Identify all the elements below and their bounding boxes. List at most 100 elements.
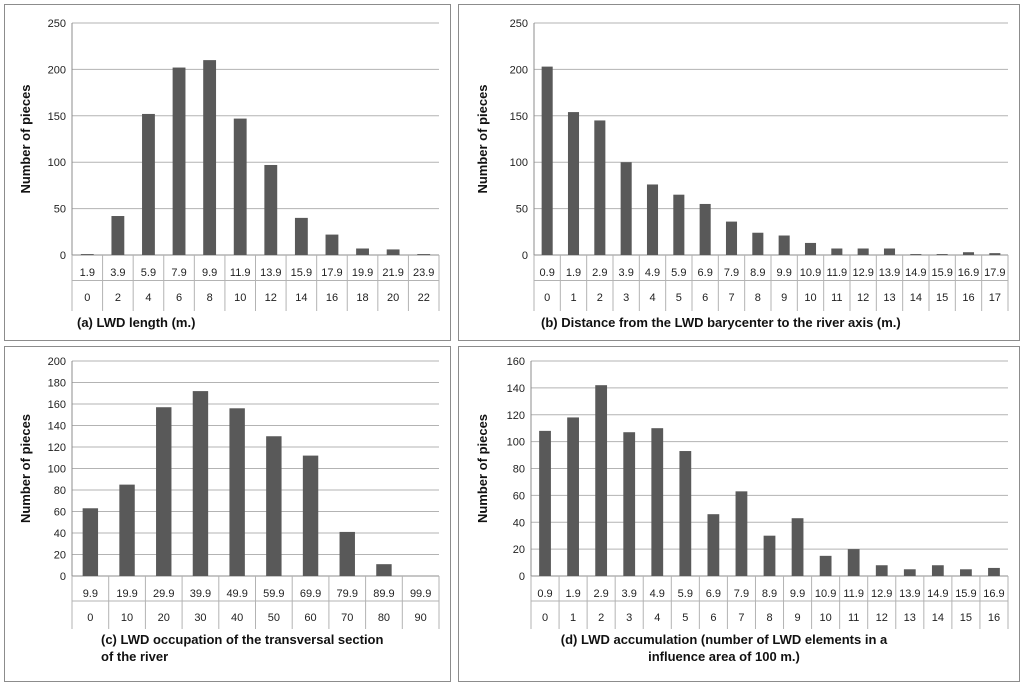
x-tick-label: 1.9 [80,267,95,279]
bar [567,417,579,576]
bar [233,118,247,255]
panel-c: 0 20 40 60 80 100 120 140 160 180 200 9.9 19.9 29.9 39… [4,346,451,682]
x-tick-label: 10 [819,612,831,624]
x-tick-label: 50 [268,612,280,624]
x-tick-label: 79.9 [337,588,358,600]
panel-d: 0 20 40 60 80 100 120 140 160 0.9 1.9 2.9 3.9 4.9 5.9 6… [458,346,1020,682]
x-tick-label: 17.9 [321,267,342,279]
x-tick-label: 12 [265,292,277,304]
x-tick-label: 1.9 [565,588,580,600]
x-tick-label: 17 [989,292,1001,304]
bar [417,254,431,255]
bar [119,484,135,576]
bar [339,531,355,576]
bar [302,455,319,576]
x-tick-label: 5.9 [141,267,156,279]
x-tick-label: 0 [84,292,90,304]
x-tick-label: 15 [960,612,972,624]
bar [203,60,217,256]
bar [156,407,172,576]
y-tick-label: 20 [54,550,66,562]
y-tick-label: 140 [48,421,66,433]
x-tick-label: 9.9 [202,267,217,279]
bar [988,567,1000,576]
bar [651,428,664,576]
x-tick-label: 2 [597,292,603,304]
x-tick-label: 8 [207,292,213,304]
bar [910,254,922,255]
x-tick-label: 16.9 [983,588,1004,600]
x-tick-label: 0 [542,612,548,624]
x-tick-label: 15.9 [955,588,976,600]
x-tick-label: 11 [848,612,859,624]
chart-caption: of the river [101,649,168,664]
y-tick-label: 200 [48,356,66,368]
x-tick-label: 19.9 [116,588,137,600]
x-tick-label: 14.9 [905,267,926,279]
x-tick-label: 4 [649,292,655,304]
bar [620,162,632,255]
x-tick-label: 5 [682,612,688,624]
bar [541,66,553,255]
y-tick-label: 50 [54,204,66,216]
chart-caption: influence area of 100 m.) [648,649,800,664]
y-tick-label: 120 [48,442,66,454]
bar [595,385,608,576]
panel-b: 0 50 100 150 200 250 0.9 1.9 2.9 3.9 4.9 5.9 6.9 7.9 8… [458,4,1020,341]
y-tick-label: 100 [510,157,528,169]
x-tick-label: 5.9 [678,588,693,600]
x-tick-label: 4.9 [645,267,660,279]
panel-a: 0 50 100 150 200 250 1.9 3.9 5.9 7.9 9.9 11.9 13.9 15… [4,4,451,341]
x-tick-label: 6 [702,292,708,304]
x-tick-label: 40 [231,612,243,624]
y-tick-label: 160 [48,399,66,411]
y-tick-label: 120 [507,410,525,422]
x-tick-label: 21.9 [382,267,403,279]
y-tick-label: 200 [48,64,66,76]
x-tick-label: 2 [115,292,121,304]
bar [778,235,790,255]
x-tick-label: 12.9 [871,588,892,600]
bar [594,120,606,255]
y-tick-label: 150 [48,111,66,123]
x-tick-label: 9 [781,292,787,304]
bar [752,232,764,255]
x-tick-label: 8.9 [750,267,765,279]
bar [831,248,843,255]
x-tick-label: 11.9 [827,267,848,279]
x-tick-label: 0.9 [537,588,552,600]
x-tick-label: 12.9 [852,267,873,279]
bar [763,535,776,576]
x-tick-label: 9 [794,612,800,624]
x-tick-label: 0 [544,292,550,304]
x-tick-label: 5.9 [671,267,686,279]
x-tick-label: 9.9 [777,267,792,279]
chart-caption: (b) Distance from the LWD barycenter to … [541,315,901,330]
y-tick-label: 40 [513,517,525,529]
x-tick-label: 8 [766,612,772,624]
y-tick-label: 0 [60,571,66,583]
x-tick-label: 23.9 [413,267,434,279]
x-tick-label: 69.9 [300,588,321,600]
x-tick-label: 1 [570,292,576,304]
x-tick-label: 3.9 [110,267,125,279]
bar [80,254,94,255]
y-tick-label: 160 [507,356,525,368]
x-tick-label: 39.9 [190,588,211,600]
y-tick-label: 80 [54,485,66,497]
x-tick-label: 4 [145,292,151,304]
x-tick-label: 89.9 [373,588,394,600]
x-tick-label: 11 [831,292,842,304]
x-tick-label: 9.9 [83,588,98,600]
y-tick-label: 100 [48,464,66,476]
bar [294,217,308,255]
x-tick-label: 8.9 [762,588,777,600]
bar [960,569,972,576]
x-tick-label: 17.9 [984,267,1005,279]
y-tick-label: 150 [510,111,528,123]
bar [791,518,804,576]
x-tick-label: 12 [857,292,869,304]
y-tick-label: 80 [513,464,525,476]
